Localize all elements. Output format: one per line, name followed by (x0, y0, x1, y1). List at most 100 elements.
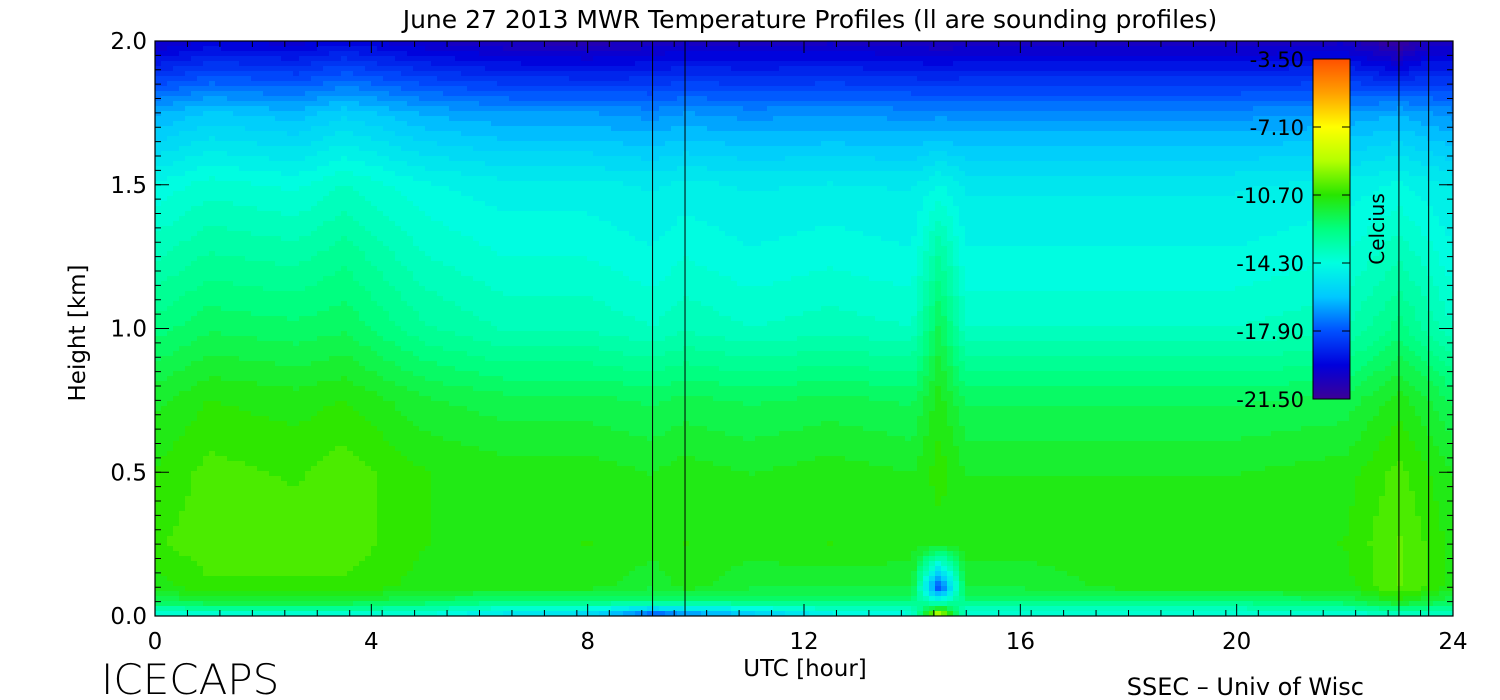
heatmap-cell (791, 101, 798, 107)
heatmap-cell (1391, 146, 1398, 152)
heatmap-cell (221, 101, 228, 107)
heatmap-cell (545, 46, 552, 52)
heatmap-cell (323, 51, 330, 57)
heatmap-cell (1451, 116, 1458, 122)
heatmap-cell (1301, 86, 1308, 92)
heatmap-cell (1061, 81, 1068, 87)
heatmap-cell (353, 56, 360, 62)
heatmap-cell (419, 116, 426, 122)
heatmap-cell (467, 81, 474, 87)
heatmap-cell (683, 76, 690, 82)
heatmap-cell (401, 51, 408, 57)
heatmap-cell (1247, 96, 1254, 102)
heatmap-cell (905, 86, 912, 92)
heatmap-cell (1001, 66, 1008, 72)
heatmap-cell (731, 46, 738, 52)
heatmap-cell (1451, 106, 1458, 112)
heatmap-cell (1397, 91, 1404, 97)
heatmap-cell (635, 96, 642, 102)
heatmap-cell (473, 126, 480, 132)
heatmap-cell (1403, 81, 1410, 87)
heatmap-cell (605, 81, 612, 87)
heatmap-cell (611, 151, 618, 157)
heatmap-cell (1187, 61, 1194, 67)
heatmap-cell (1433, 136, 1440, 142)
heatmap-cell (389, 91, 396, 97)
heatmap-cell (1181, 96, 1188, 102)
heatmap-cell (491, 146, 498, 152)
heatmap-cell (539, 91, 546, 97)
heatmap-cell (869, 56, 876, 62)
heatmap-cell (983, 141, 990, 147)
heatmap-cell (1157, 61, 1164, 67)
heatmap-cell (1421, 101, 1428, 107)
heatmap-cell (197, 51, 204, 57)
heatmap-cell (1199, 91, 1206, 97)
heatmap-cell (773, 136, 780, 142)
heatmap-cell (1133, 76, 1140, 82)
heatmap-cell (209, 131, 216, 137)
heatmap-cell (665, 131, 672, 137)
heatmap-cell (239, 96, 246, 102)
heatmap-cell (731, 41, 738, 47)
heatmap-cell (1115, 146, 1122, 152)
heatmap-cell (593, 96, 600, 102)
heatmap-cell (893, 116, 900, 122)
heatmap-cell (539, 126, 546, 132)
heatmap-cell (1193, 116, 1200, 122)
heatmap-cell (857, 116, 864, 122)
heatmap-cell (233, 51, 240, 57)
heatmap-cell (977, 66, 984, 72)
heatmap-cell (1367, 141, 1374, 147)
heatmap-cell (431, 106, 438, 112)
heatmap-cell (533, 86, 540, 92)
heatmap-cell (1139, 126, 1146, 132)
heatmap-cell (1235, 81, 1242, 87)
heatmap-cell (683, 56, 690, 62)
heatmap-cell (1079, 81, 1086, 87)
heatmap-cell (1145, 121, 1152, 127)
heatmap-cell (263, 86, 270, 92)
heatmap-cell (821, 116, 828, 122)
heatmap-cell (815, 106, 822, 112)
heatmap-cell (1007, 46, 1014, 52)
heatmap-cell (749, 116, 756, 122)
heatmap-cell (611, 91, 618, 97)
heatmap-cell (767, 66, 774, 72)
heatmap-cell (1205, 46, 1212, 52)
heatmap-cell (191, 131, 198, 137)
heatmap-cell (1223, 126, 1230, 132)
heatmap-cell (245, 41, 252, 47)
heatmap-cell (743, 126, 750, 132)
heatmap-cell (455, 86, 462, 92)
heatmap-cell (1103, 151, 1110, 157)
heatmap-cell (299, 121, 306, 127)
heatmap-cell (617, 86, 624, 92)
heatmap-cell (761, 151, 768, 157)
heatmap-cell (275, 71, 282, 77)
heatmap-cell (845, 151, 852, 157)
heatmap-cell (863, 116, 870, 122)
heatmap-cell (1355, 61, 1362, 67)
heatmap-cell (755, 116, 762, 122)
heatmap-cell (1103, 116, 1110, 122)
heatmap-cell (1109, 101, 1116, 107)
heatmap-cell (1049, 121, 1056, 127)
heatmap-cell (587, 116, 594, 122)
heatmap-cell (431, 76, 438, 82)
heatmap-cell (311, 61, 318, 67)
heatmap-cell (371, 56, 378, 62)
heatmap-cell (1421, 151, 1428, 157)
heatmap-cell (491, 76, 498, 82)
heatmap-cell (1157, 151, 1164, 157)
heatmap-cell (287, 91, 294, 97)
heatmap-cell (347, 146, 354, 152)
heatmap-cell (1367, 126, 1374, 132)
heatmap-cell (785, 41, 792, 47)
heatmap-cell (761, 86, 768, 92)
heatmap-cell (779, 96, 786, 102)
heatmap-cell (533, 116, 540, 122)
heatmap-cell (941, 41, 948, 47)
heatmap-cell (599, 91, 606, 97)
heatmap-cell (167, 81, 174, 87)
